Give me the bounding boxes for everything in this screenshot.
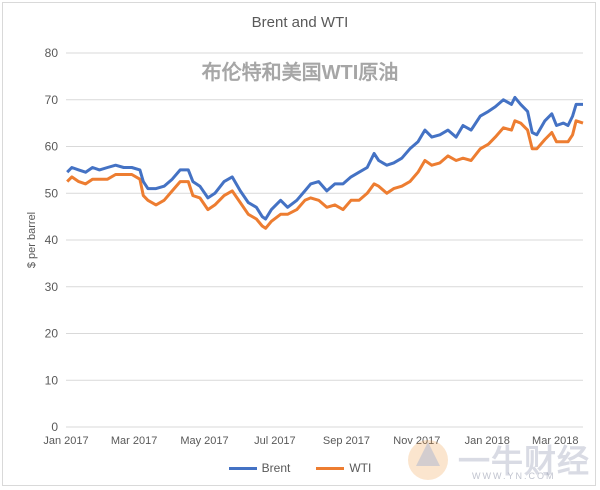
legend-swatch-wti: [316, 466, 345, 470]
y-axis-label: $ per barrel: [26, 212, 38, 268]
legend-label-wti: WTI: [349, 461, 372, 475]
series-line-wti: [66, 119, 584, 230]
x-tick-label: Mar 2018: [532, 435, 578, 447]
y-tick-label: 20: [45, 327, 59, 341]
x-tick-label: May 2017: [180, 435, 228, 447]
y-tick-label: 70: [45, 93, 59, 107]
legend-item-brent: Brent: [228, 461, 291, 475]
y-tick-label: 40: [45, 233, 59, 247]
watermark-url: WWW.YN.COM: [472, 471, 556, 481]
x-tick-label: Mar 2017: [111, 435, 157, 447]
legend-swatch-brent: [228, 466, 257, 470]
overlay-title: 布伦特和美国WTI原油: [201, 62, 399, 84]
series-lines: [66, 95, 584, 230]
y-tick-label: 10: [45, 373, 59, 387]
legend: Brent WTI: [0, 461, 600, 475]
y-tick-labels: 0 10 20 30 40 50 60 70 80: [45, 46, 59, 434]
y-tick-label: 80: [45, 46, 59, 60]
chart-frame: [2, 2, 596, 486]
series-line-brent: [66, 95, 583, 221]
x-tick-label: Jul 2017: [254, 435, 296, 447]
y-tick-label: 60: [45, 140, 59, 154]
legend-item-wti: WTI: [316, 461, 371, 475]
x-tick-label: Nov 2017: [393, 435, 440, 447]
x-tick-label: Jan 2018: [465, 435, 510, 447]
y-tick-label: 30: [45, 280, 59, 294]
x-tick-label: Sep 2017: [323, 435, 370, 447]
legend-label-brent: Brent: [261, 461, 291, 475]
watermark-logo: 一牛财经 WWW.YN.COM: [402, 432, 592, 486]
grid-lines: [66, 52, 583, 428]
watermark-text: 一牛财经: [458, 443, 591, 479]
chart-title: Brent and WTI: [251, 14, 349, 31]
y-tick-label: 0: [51, 420, 58, 434]
x-tick-label: Jan 2017: [43, 435, 88, 447]
x-tick-labels: Jan 2017 Mar 2017 May 2017 Jul 2017 Sep 2017…: [43, 435, 578, 447]
y-tick-label: 50: [45, 186, 59, 200]
watermark-emblem-icon: [408, 440, 448, 480]
